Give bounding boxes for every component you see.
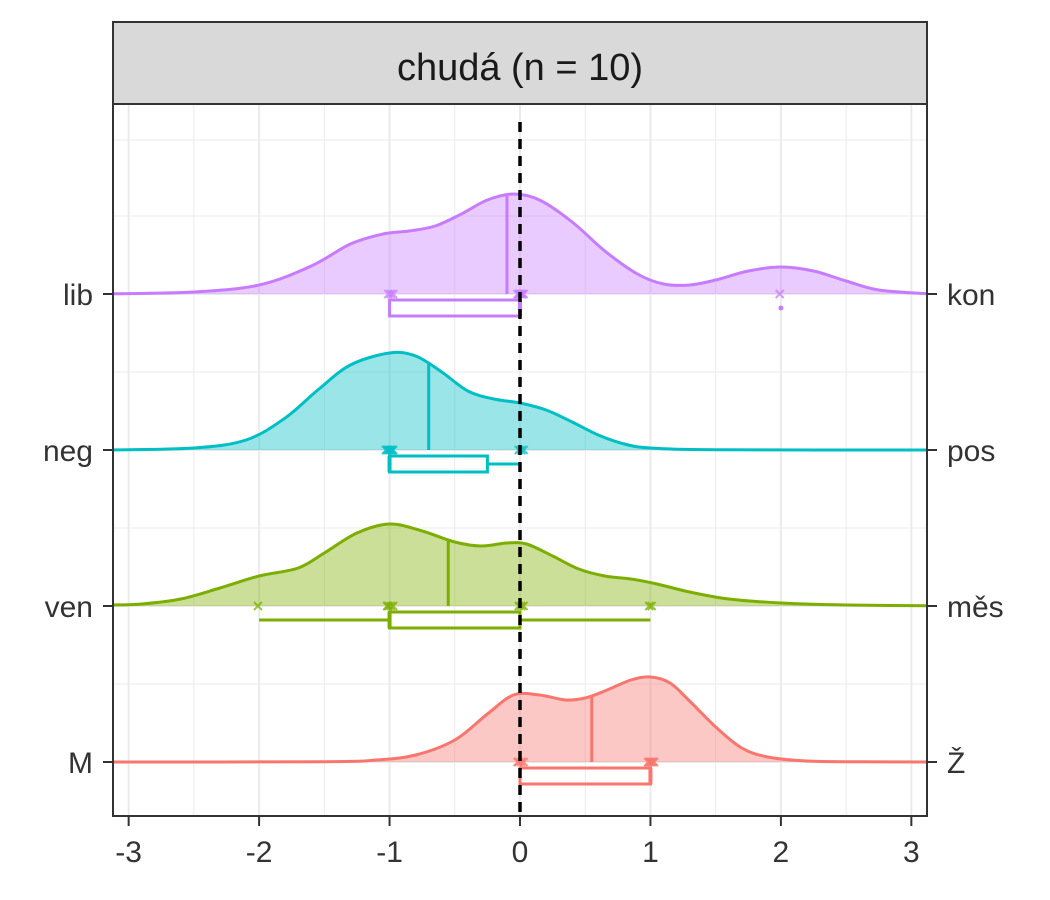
raw-data-point [382, 601, 392, 611]
raw-data-point [648, 757, 658, 767]
plot-panel [112, 103, 928, 817]
raw-data-point [253, 601, 263, 611]
raw-data-point [644, 601, 654, 611]
y-tick-label-left: lib [63, 279, 93, 312]
raw-data-point [774, 289, 785, 299]
raw-data-point [384, 445, 395, 455]
raw-data-point [646, 601, 657, 611]
x-tick-label: 3 [903, 836, 920, 869]
y-tick-label-right: Ž [947, 747, 965, 780]
raw-data-point [386, 289, 396, 299]
density-line [112, 192, 928, 296]
outlier-point [778, 305, 784, 311]
facet-strip-background [112, 21, 928, 105]
x-tick-label: -2 [246, 836, 273, 869]
y-tick-label-right: měs [947, 591, 1004, 624]
y-tick-label-left: ven [45, 591, 93, 624]
raw-data-point [645, 757, 656, 767]
density-area [113, 352, 927, 450]
density-line [112, 522, 928, 608]
density-line [112, 350, 928, 452]
y-tick-label-left: neg [43, 435, 93, 468]
axes: -3 -2 -1 0 1 2 3 lib kon neg pos ven měs M Ž [43, 279, 1004, 869]
x-tick-label: -1 [376, 836, 403, 869]
raw-data-point [386, 601, 396, 611]
x-tick-label: 2 [773, 836, 790, 869]
y-tick-label-right: kon [947, 279, 995, 312]
x-tick-label: -3 [115, 836, 142, 869]
density-line [112, 675, 928, 764]
raw-data-point [381, 445, 391, 455]
x-tick-label: 1 [642, 836, 659, 869]
x-tick-label: 0 [512, 836, 529, 869]
ridge-neg [112, 350, 928, 474]
facet-strip: chudá (n = 10) [112, 21, 928, 105]
y-tick-label-left: M [68, 747, 93, 780]
facet-title: chudá (n = 10) [397, 47, 643, 89]
raw-data-point [388, 289, 398, 299]
y-tick-label-right: pos [947, 435, 995, 468]
